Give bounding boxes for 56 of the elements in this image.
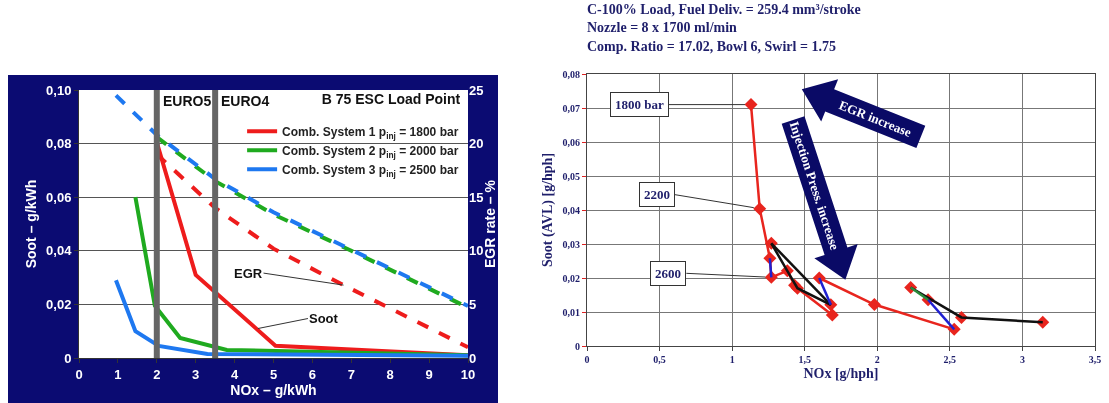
y-tick-label: 0,05 — [562, 170, 580, 182]
x-tick-label: 1 — [114, 366, 122, 382]
x-tick-label: 0 — [75, 366, 83, 382]
x-tick-label: 5 — [269, 366, 278, 382]
x-tick-label: 0 — [584, 354, 590, 365]
x-tick-label: 3 — [1019, 354, 1025, 365]
annotation: 1800 bar — [615, 97, 664, 112]
y2-tick-label: 10 — [469, 243, 484, 259]
y-tick-label: 0,08 — [562, 68, 580, 80]
x-tick-label: 3 — [192, 366, 200, 382]
annotation: 2600 — [655, 266, 681, 281]
x-tick-label: 1,5 — [798, 354, 811, 365]
annotation: EGR — [234, 266, 263, 281]
y-tick-label: 0,02 — [46, 296, 72, 312]
x-tick-label: 9 — [425, 366, 433, 382]
x-tick-label: 1 — [729, 354, 735, 365]
ref-line-label: EURO5 — [163, 93, 212, 109]
y2-tick-label: 25 — [469, 82, 484, 98]
x-axis-title: NOx – g/kWh — [230, 381, 317, 398]
x-tick-label: 4 — [230, 366, 239, 382]
x-tick-label: 6 — [308, 366, 317, 382]
y-tick-label: 0,04 — [562, 204, 580, 216]
y-tick-label: 0,07 — [562, 102, 580, 114]
x-tick-label: 3,5 — [1088, 354, 1102, 365]
chart-title: C-100% Load, Fuel Deliv. = 259.4 mm³/stroke Nozzle = 8 x 1700 ml/min Comp. Ratio = 17.02, Bowl 6, Swirl = 1.75 — [587, 2, 861, 54]
y-tick-label: 0,10 — [46, 82, 72, 98]
y-tick-label: 0,06 — [562, 136, 580, 148]
y2-tick-label: 15 — [469, 189, 484, 205]
y-axis-title: Soot (AVL) [g/hph] — [540, 152, 557, 268]
y-tick-label: 0,08 — [46, 136, 72, 152]
y-tick-label: 0 — [575, 340, 580, 352]
annotation: Injection Press. increase — [786, 119, 843, 252]
ref-line-label: EURO4 — [221, 93, 270, 109]
legend-label: Comb. System 3 p$_{inj}$ = 2500 bar — [282, 162, 459, 179]
y-tick-label: 0,02 — [562, 272, 580, 284]
y2-tick-label: 5 — [469, 296, 477, 312]
y2-tick-label: 20 — [469, 136, 484, 152]
y-tick-label: 0,01 — [562, 306, 580, 318]
x-tick-label: 10 — [460, 366, 476, 382]
legend-label: Comb. System 2 p$_{inj}$ = 2000 bar — [282, 143, 459, 160]
x-tick-label: 7 — [347, 366, 355, 382]
x-tick-label: 8 — [386, 366, 394, 382]
y2-axis-title: EGR rate – % — [482, 179, 498, 268]
chart-title: B 75 ESC Load Point — [321, 90, 461, 107]
x-tick-label: 2 — [874, 354, 880, 365]
y-axis-title: Soot – g/kWh — [22, 179, 39, 269]
y-tick-label: 0,04 — [46, 243, 73, 259]
annotation: Soot — [309, 311, 339, 326]
x-tick-label: 0,5 — [653, 354, 666, 365]
x-axis-title: NOx [g/hph] — [803, 366, 879, 382]
legend-label: Comb. System 1 p$_{inj}$ = 1800 bar — [282, 124, 459, 141]
x-tick-label: 2,5 — [943, 354, 957, 365]
x-tick-label: 2 — [153, 366, 161, 382]
annotation: 2200 — [644, 187, 670, 202]
y-tick-label: 0,06 — [46, 189, 72, 205]
y-tick-label: 0,03 — [562, 238, 580, 250]
